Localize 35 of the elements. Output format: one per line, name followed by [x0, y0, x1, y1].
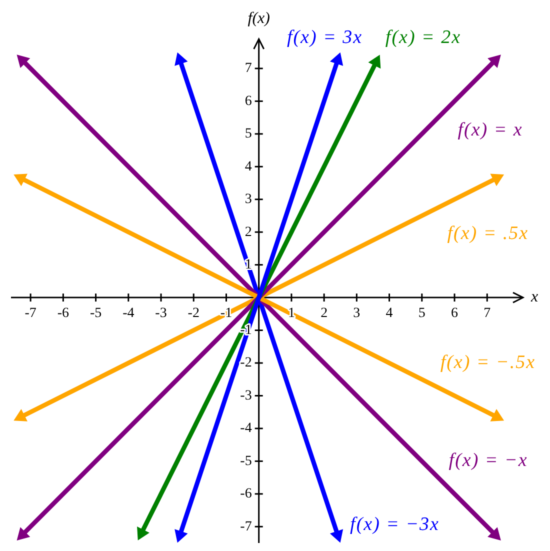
x-tick-label: -2 — [188, 306, 200, 322]
series-label: f(x) = 2x — [385, 26, 462, 48]
y-tick-label: 5 — [244, 126, 252, 142]
y-tick-label: -1 — [240, 322, 252, 338]
x-tick-label: -3 — [155, 306, 167, 322]
x-axis-title: x — [530, 288, 538, 306]
x-tick-label: -5 — [90, 306, 102, 322]
x-tick-label: 3 — [353, 306, 360, 322]
x-tick-label: 4 — [386, 306, 393, 322]
y-tick-label: 6 — [244, 94, 252, 109]
y-tick-label: -4 — [240, 421, 252, 436]
y-tick-label: -2 — [240, 356, 252, 371]
x-tick-label: -4 — [122, 306, 134, 322]
series-label: f(x) = −3x — [350, 514, 440, 536]
y-tick-label: -7 — [240, 519, 252, 534]
x-tick-label: 5 — [418, 306, 426, 322]
x-tick-label: 7 — [484, 306, 491, 322]
x-tick-label: -7 — [24, 306, 36, 322]
series-label: f(x) = −x — [448, 450, 528, 471]
series-label: f(x) = 3x — [286, 26, 363, 48]
x-tick-label: 2 — [320, 306, 328, 322]
y-axis-title: f(x) — [248, 10, 270, 28]
y-tick-label: -6 — [240, 486, 252, 502]
y-tick-label: 4 — [244, 159, 252, 174]
y-tick-label: -3 — [240, 388, 252, 404]
y-tick-label: 2 — [244, 224, 252, 240]
x-tick-label: -6 — [57, 306, 70, 322]
series-label: f(x) = −.5x — [440, 352, 536, 373]
series-label: f(x) = x — [458, 119, 523, 140]
y-tick-label: 7 — [244, 61, 252, 76]
x-tick-label: 6 — [451, 306, 458, 322]
y-tick-label: 1 — [244, 257, 252, 272]
y-tick-label: -5 — [240, 454, 252, 469]
series-label: f(x) = .5x — [447, 223, 529, 244]
y-tick-label: 3 — [244, 192, 252, 208]
